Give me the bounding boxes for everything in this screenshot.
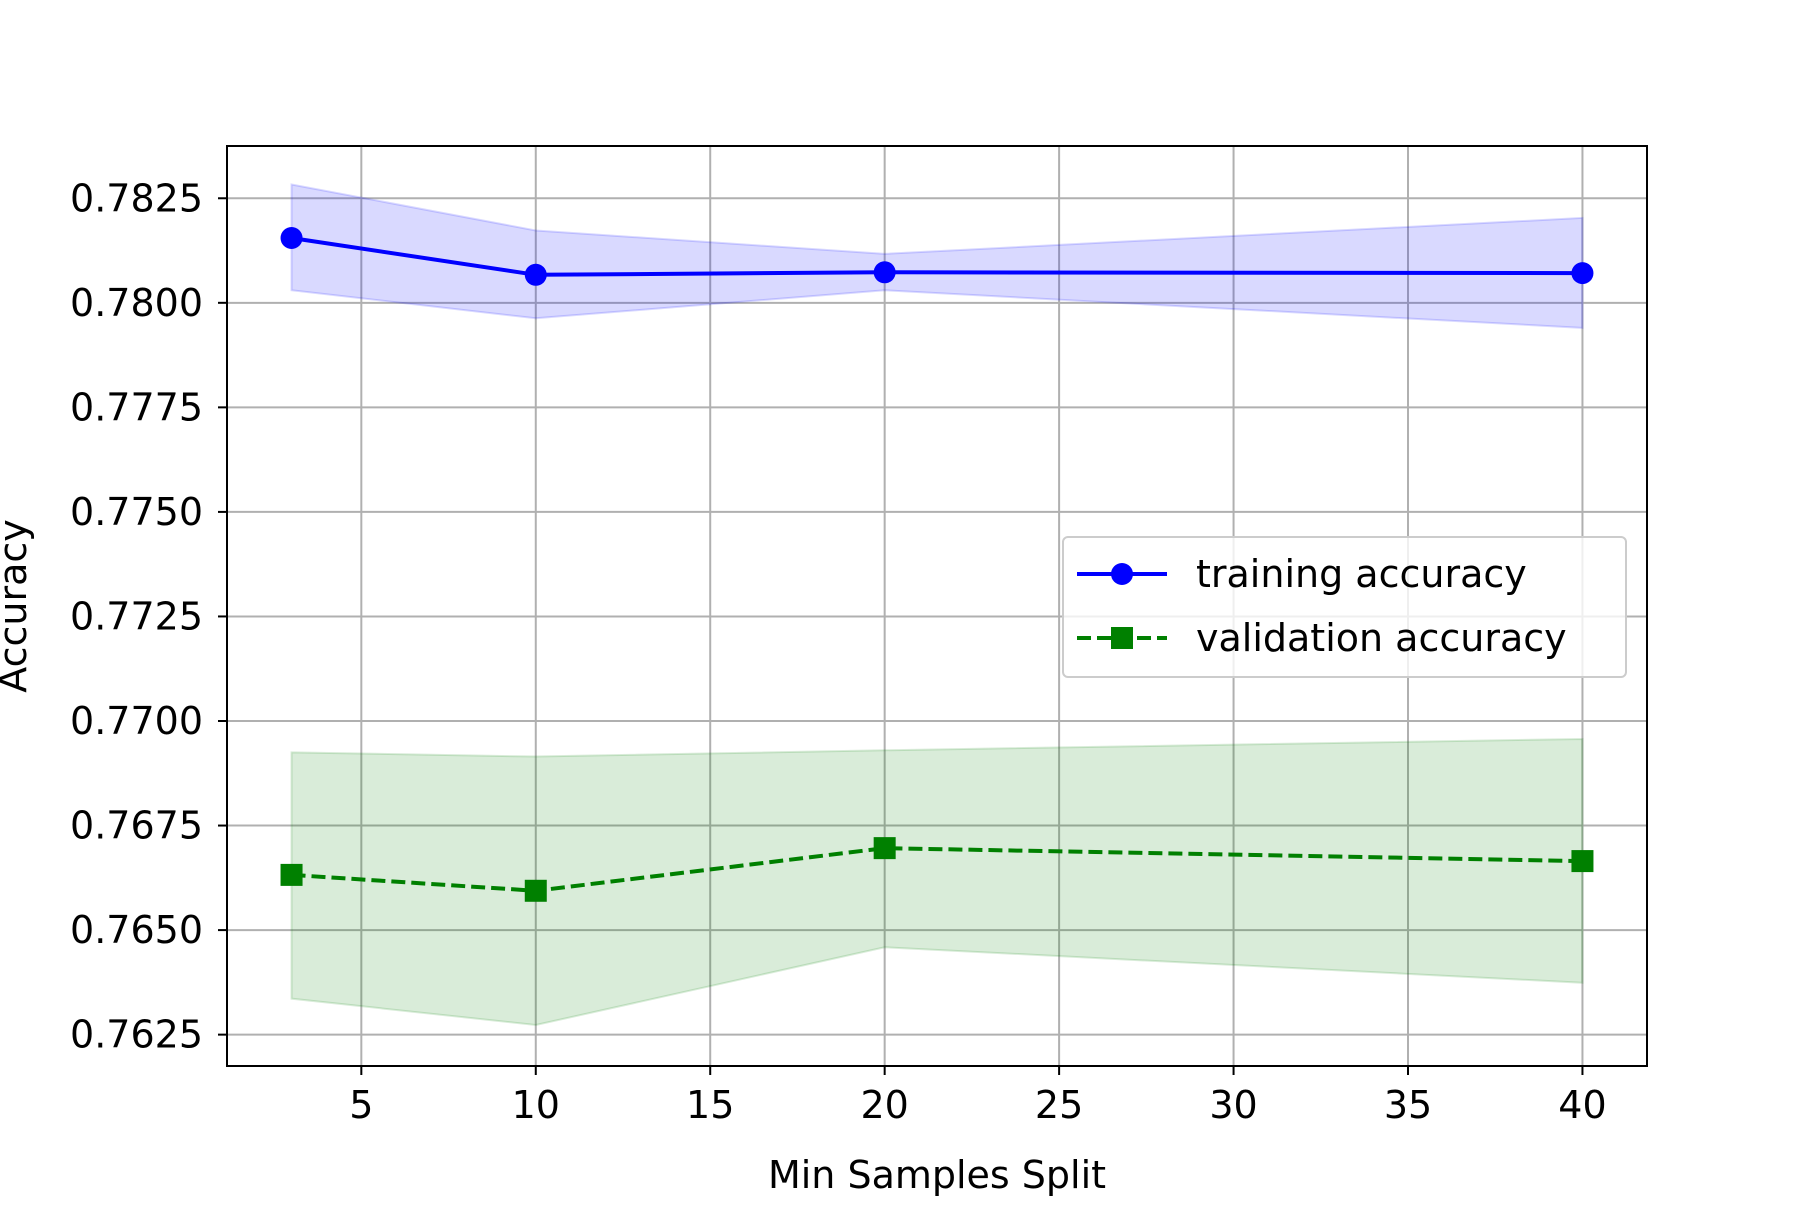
legend-marker-0 <box>1111 563 1133 585</box>
x-tick-label: 15 <box>686 1083 734 1127</box>
x-tick-label: 10 <box>512 1083 560 1127</box>
legend-entries: training accuracy validation accuracy <box>1077 552 1567 660</box>
legend-box <box>1062 536 1627 678</box>
y-tick-label: 0.7650 <box>70 908 203 952</box>
data-point-1 <box>280 863 303 886</box>
y-tick-label: 0.7775 <box>70 385 203 429</box>
confidence-band-1 <box>290 737 1584 1027</box>
legend-marker-1 <box>1111 627 1133 649</box>
y-axis-label: Accuracy <box>0 519 35 693</box>
legend: training accuracy validation accuracy <box>1062 536 1627 678</box>
y-tick-label: 0.7625 <box>70 1013 203 1057</box>
plot-frame <box>226 145 1648 1067</box>
legend-label-0: training accuracy <box>1196 552 1527 596</box>
legend-label-1: validation accuracy <box>1196 616 1567 660</box>
x-tick-label: 30 <box>1209 1083 1257 1127</box>
y-tick-label: 0.7825 <box>70 176 203 220</box>
data-point-1 <box>1571 850 1594 873</box>
series-line-0 <box>291 236 1583 277</box>
data-point-0 <box>1571 262 1594 285</box>
y-tick-label: 0.7800 <box>70 281 203 325</box>
series-line-1 <box>291 846 1583 893</box>
y-tick-label: 0.7750 <box>70 490 203 534</box>
data-point-0 <box>873 261 896 284</box>
y-tick-label: 0.7700 <box>70 699 203 743</box>
x-tick-label: 5 <box>349 1083 373 1127</box>
data-point-0 <box>524 263 547 286</box>
x-axis-label: Min Samples Split <box>768 1153 1106 1197</box>
data-point-1 <box>524 879 547 902</box>
x-tick-label: 35 <box>1384 1083 1432 1127</box>
x-tick-label: 25 <box>1035 1083 1083 1127</box>
confidence-bands <box>290 183 1584 1027</box>
x-tick-label: 20 <box>860 1083 908 1127</box>
confidence-band-0 <box>290 183 1584 329</box>
grid-lines <box>227 146 1647 1066</box>
data-point-0 <box>280 227 303 249</box>
series-lines <box>280 227 1594 902</box>
x-tick-label: 40 <box>1558 1083 1606 1127</box>
y-tick-label: 0.7675 <box>70 804 203 848</box>
data-point-1 <box>873 837 896 860</box>
y-tick-label: 0.7725 <box>70 594 203 638</box>
axis-ticks: 5 10 15 20 25 30 35 40 0.7625 0.7650 0.7675 0.7700 0… <box>70 176 1607 1127</box>
